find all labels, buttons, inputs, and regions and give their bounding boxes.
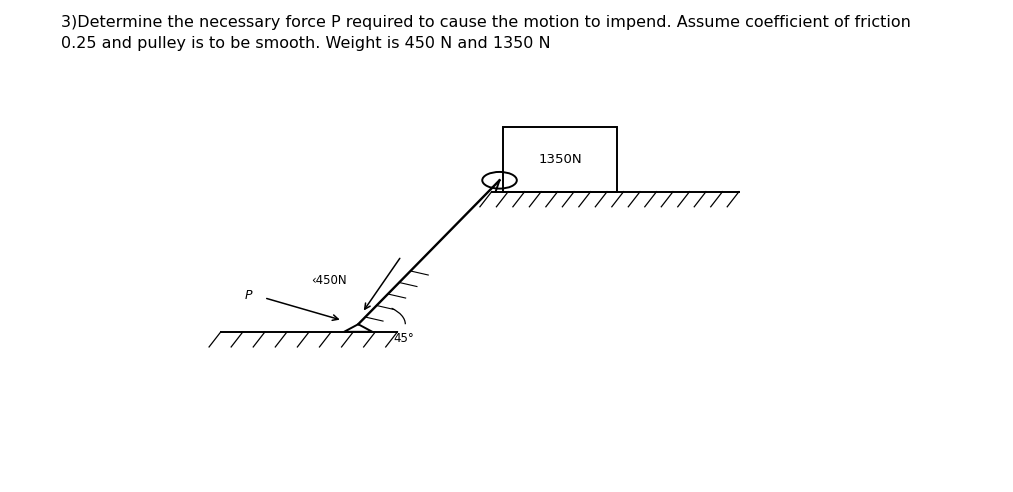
- Text: 3)Determine the necessary force P required to cause the motion to impend. Assume: 3)Determine the necessary force P requir…: [61, 15, 911, 51]
- Text: P: P: [245, 289, 252, 302]
- Text: 45°: 45°: [393, 332, 414, 345]
- Text: 1350N: 1350N: [539, 153, 582, 166]
- Text: ‹450N: ‹450N: [311, 274, 346, 287]
- Bar: [503, 127, 617, 191]
